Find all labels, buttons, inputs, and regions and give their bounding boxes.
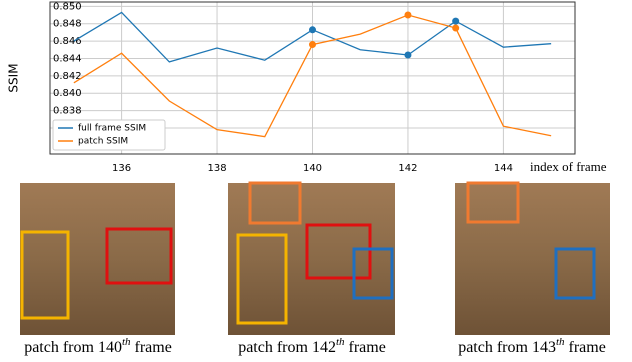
legend-label: patch SSIM [78,137,128,147]
caption-sup: th [336,336,345,348]
x-tick-label: 138 [207,163,226,174]
caption-number: 142 [312,339,336,356]
point-marker [404,11,412,19]
caption-number: 143 [532,339,556,356]
caption: patch from 143th frame [458,336,606,356]
y-tick-label: 0.840 [53,88,82,99]
caption-suffix: frame [131,339,172,356]
x-tick-label: 142 [398,163,417,174]
caption-prefix: patch from [24,339,98,356]
caption-prefix: patch from [238,339,312,356]
y-tick-label: 0.846 [53,36,82,47]
caption-sup: th [556,336,565,348]
x-axis-label: index of frame [530,159,607,174]
patch-image-2 [228,181,395,335]
caption-number: 140 [98,339,122,356]
y-tick-label: 0.842 [53,71,82,82]
point-marker [452,24,460,32]
x-tick-label: 136 [112,163,131,174]
y-tick-label: 0.850 [53,1,82,12]
x-tick-label: 144 [494,163,513,174]
point-marker [404,51,412,59]
caption-prefix: patch from [458,339,532,356]
legend-label: full frame SSIM [78,124,146,134]
caption: patch from 142th frame [238,336,386,356]
point-marker [309,26,316,34]
point-marker [452,17,460,25]
legend-box [52,119,166,151]
caption-suffix: frame [345,339,386,356]
caption-sup: th [122,336,131,348]
y-axis-label: SSIM [7,63,21,92]
caption: patch from 140th frame [24,336,172,356]
y-tick-label: 0.848 [53,19,82,30]
y-tick-label: 0.844 [53,53,82,64]
x-tick-label: 140 [303,163,322,174]
point-marker [309,41,316,49]
patch-image-3 [455,181,610,335]
y-tick-label: 0.838 [53,106,82,117]
patch-image-1 [20,183,175,335]
plot-frame [49,1,576,155]
caption-suffix: frame [565,339,606,356]
